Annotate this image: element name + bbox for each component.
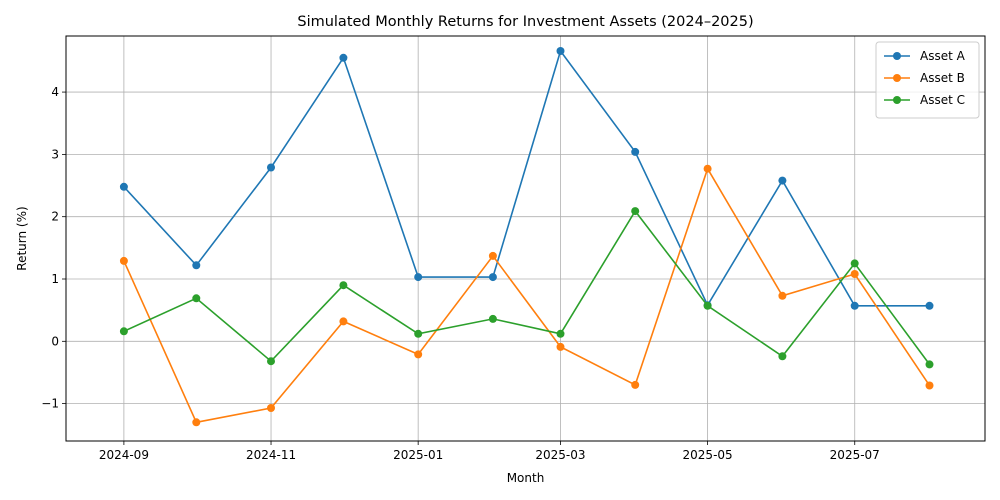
legend: Asset A Asset B Asset C [875,41,980,119]
series-line-asset-a [123,49,930,307]
data-point [192,261,201,270]
data-point [339,317,348,326]
y-tick-label: 3 [51,147,59,161]
series-asset-a [119,47,934,310]
data-point [850,259,859,268]
data-point [703,164,712,173]
legend-swatch-marker [893,74,901,82]
data-point [119,182,128,191]
data-point [192,418,201,427]
data-point [925,301,934,310]
legend-label: Asset A [920,49,966,63]
x-tick-label: 2025-05 [683,448,733,462]
grid [66,36,985,441]
data-point [556,47,565,55]
data-point [556,342,565,351]
data-point [631,207,640,216]
data-point [631,380,640,389]
x-tick-label: 2025-03 [535,448,585,462]
y-tick-label: 0 [51,334,59,348]
data-point [267,357,275,366]
legend-swatch-marker [893,52,901,60]
data-point [267,404,275,412]
legend-swatch-marker [893,96,901,104]
y-tick-label: 1 [51,272,59,286]
x-tick-label: 2025-01 [393,448,443,462]
y-tick-label: 4 [51,85,59,99]
y-axis-label: Return (%) [15,206,29,270]
data-point [850,301,859,310]
data-point [778,352,787,361]
plot-frame [65,35,986,442]
data-point [488,251,497,260]
data-point [556,329,565,338]
x-tick-label: 2024-11 [246,448,296,462]
data-point [488,273,497,282]
data-point [267,163,275,172]
legend-box [875,41,980,119]
data-point [414,273,423,282]
data-point [414,329,423,338]
data-point [414,350,423,359]
x-tick-label: 2025-07 [830,448,880,462]
legend-label: Asset B [920,71,965,85]
data-point [778,176,787,185]
data-point [339,53,348,62]
data-point [192,294,201,303]
data-point [925,381,934,390]
y-tick-label: 2 [51,210,59,224]
series-asset-c [119,207,934,369]
data-point [778,291,787,300]
data-point [339,281,348,290]
x-tick-label: 2024-09 [99,448,149,462]
data-point [119,256,128,265]
series-lines [119,47,934,427]
data-point [119,327,128,336]
series-asset-b [119,164,934,427]
chart-title: Simulated Monthly Returns for Investment… [297,14,753,30]
data-point [703,301,712,310]
data-point [850,270,859,278]
series-line-asset-c [123,209,931,365]
legend-label: Asset C [920,93,965,107]
series-line-asset-b [123,166,931,424]
axis-ticks: 2024-09 2024-11 2025-01 2025-03 2025-05 2025-… [41,85,880,462]
data-point [488,314,497,323]
data-point [925,360,934,369]
y-tick-label: −1 [41,397,59,411]
data-point [631,147,640,156]
x-axis-label: Month [507,471,545,485]
